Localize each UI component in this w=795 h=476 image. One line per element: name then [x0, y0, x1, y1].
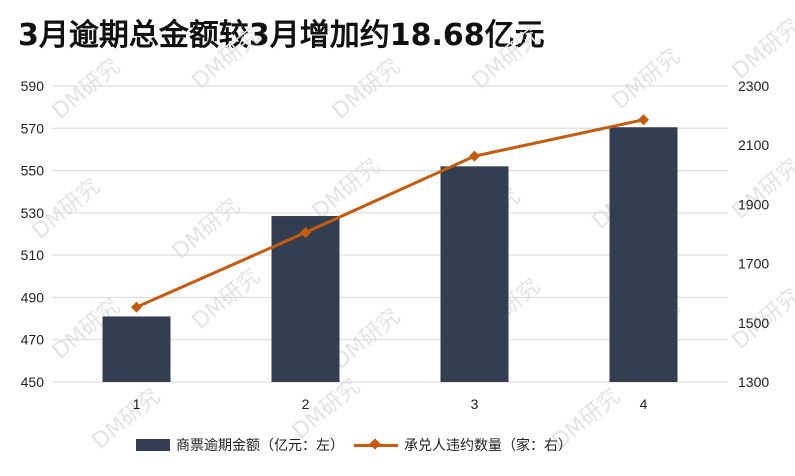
right-tick-label: 2300	[738, 78, 769, 94]
right-tick-label: 1500	[738, 315, 769, 331]
x-tick-label: 3	[471, 396, 479, 412]
bar-series	[102, 127, 678, 382]
watermark-text: DM研究	[468, 24, 545, 95]
watermark-text: DM研究	[188, 264, 265, 335]
legend-line-label: 承兑人违约数量（家：右）	[404, 438, 572, 454]
legend-line-swatch	[354, 438, 398, 451]
x-tick-label: 4	[640, 396, 648, 412]
legend-bar-label: 商票逾期金额（亿元：左）	[176, 438, 344, 454]
left-tick-label: 570	[21, 120, 45, 136]
left-y-axis: 450 470 490 510 530 550 570 590	[21, 78, 45, 390]
left-tick-label: 470	[21, 332, 45, 348]
watermark-text: DM研究	[728, 14, 795, 85]
legend-bar-swatch	[136, 439, 170, 451]
left-tick-label: 490	[21, 289, 45, 305]
right-tick-label: 1300	[738, 374, 769, 390]
bar	[609, 127, 678, 382]
bar	[271, 216, 340, 382]
watermark-text: DM研究	[48, 54, 125, 125]
x-tick-label: 2	[302, 396, 310, 412]
left-tick-label: 590	[21, 78, 45, 94]
watermark-text: DM研究	[328, 54, 405, 125]
legend-item-line: 承兑人违约数量（家：右）	[354, 435, 572, 455]
right-tick-label: 1900	[738, 196, 769, 212]
left-tick-label: 530	[21, 205, 45, 221]
x-axis: 1 2 3 4	[133, 396, 648, 412]
watermark-text: DM研究	[168, 194, 245, 265]
line-path	[135, 118, 644, 309]
line-point	[300, 227, 311, 239]
line-series	[131, 114, 649, 313]
bar	[440, 166, 509, 382]
x-tick-label: 1	[133, 396, 141, 412]
legend: 商票逾期金额（亿元：左） 承兑人违约数量（家：右）	[136, 435, 572, 455]
bar	[102, 316, 171, 382]
line-point	[638, 114, 649, 126]
chart-title: 3月逾期总金额较3月增加约18.68亿元	[18, 18, 545, 53]
right-tick-label: 1700	[738, 256, 769, 272]
watermark-text: DM研究	[188, 24, 265, 95]
watermark-text: DM研究	[728, 154, 795, 225]
left-tick-label: 510	[21, 247, 45, 263]
left-tick-label: 550	[21, 163, 45, 179]
right-y-axis: 1300 1500 1700 1900 2100 2300	[738, 78, 769, 390]
line-point	[131, 301, 142, 313]
line-point	[469, 150, 480, 162]
left-tick-label: 450	[21, 374, 45, 390]
legend-item-bar: 商票逾期金额（亿元：左）	[136, 435, 344, 455]
watermark-text: DM研究	[608, 44, 685, 115]
right-tick-label: 2100	[738, 137, 769, 153]
